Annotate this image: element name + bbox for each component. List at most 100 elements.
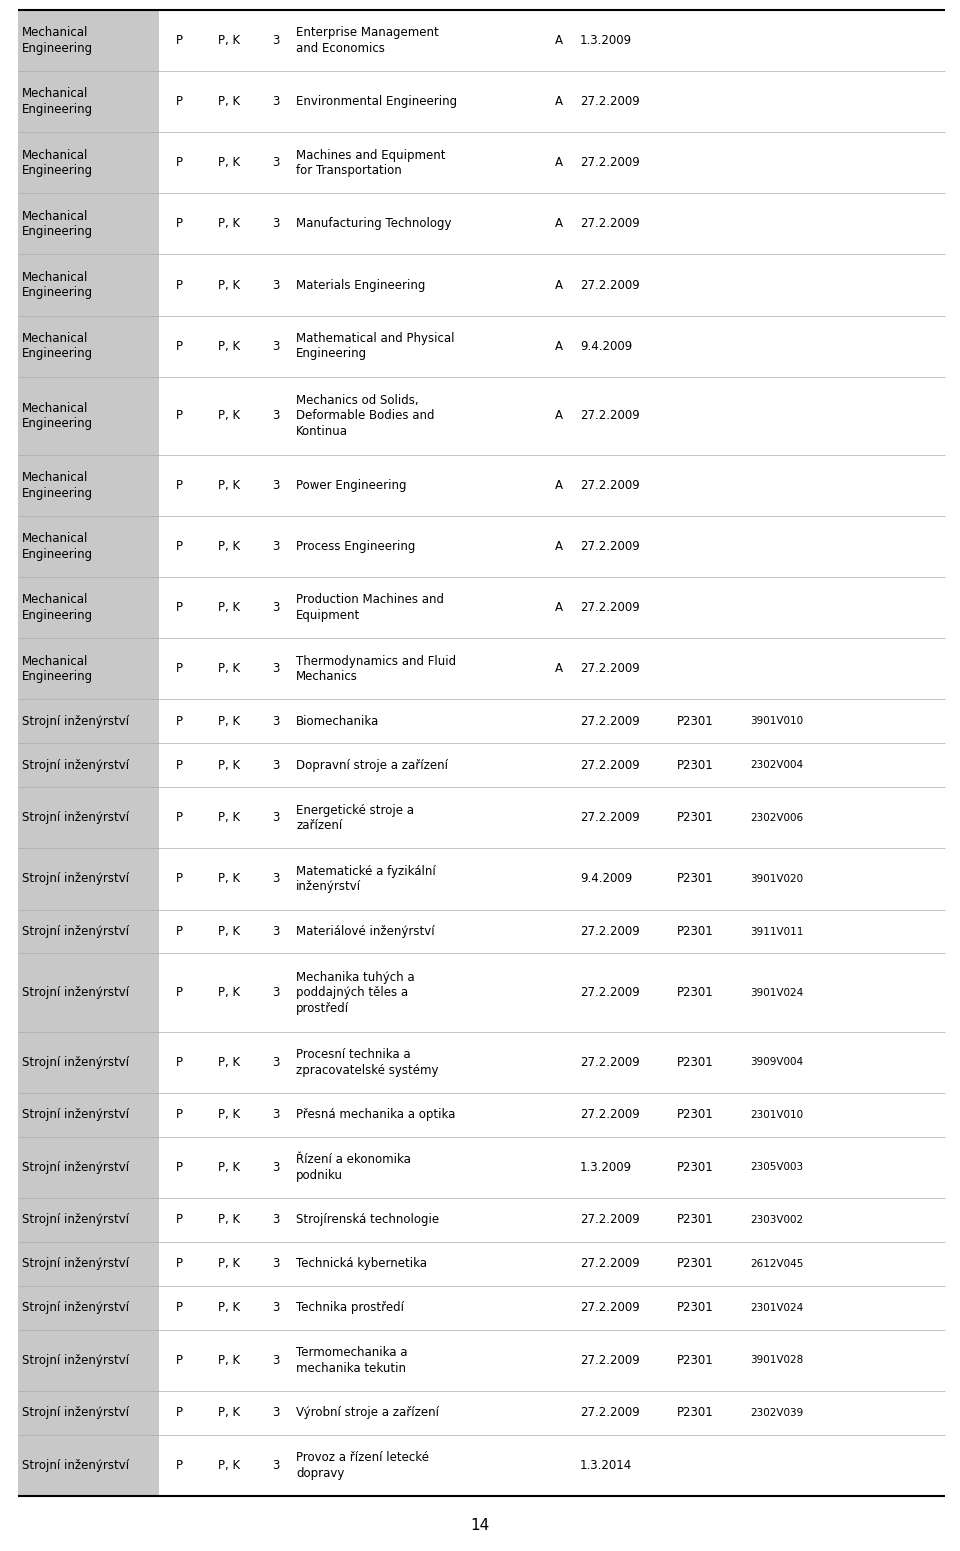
Text: P, K: P, K: [218, 924, 240, 938]
Text: P, K: P, K: [218, 1459, 240, 1472]
Text: Process Engineering: Process Engineering: [297, 540, 416, 554]
Text: Mechanical
Engineering: Mechanical Engineering: [22, 26, 93, 54]
Bar: [18, 9, 159, 71]
Text: A: A: [556, 409, 564, 422]
Text: P: P: [176, 986, 182, 999]
Text: Biomechanika: Biomechanika: [297, 715, 379, 727]
Text: Mathematical and Physical
Engineering: Mathematical and Physical Engineering: [297, 332, 455, 360]
Text: Strojní inženýrství: Strojní inženýrství: [22, 1160, 130, 1174]
Text: 27.2.2009: 27.2.2009: [580, 1301, 639, 1314]
Text: 2303V002: 2303V002: [751, 1214, 804, 1225]
Text: P2301: P2301: [677, 1160, 713, 1174]
Bar: [18, 132, 159, 194]
Text: P2301: P2301: [677, 924, 713, 938]
Bar: [18, 700, 159, 743]
Text: 3: 3: [272, 986, 279, 999]
Bar: [18, 1031, 159, 1093]
Bar: [18, 516, 159, 577]
Text: Strojní inženýrství: Strojní inženýrství: [22, 1109, 130, 1121]
Text: P, K: P, K: [218, 1258, 240, 1270]
Text: Strojní inženýrství: Strojní inženýrství: [22, 924, 130, 938]
Text: P, K: P, K: [218, 873, 240, 886]
Text: 2302V006: 2302V006: [751, 813, 804, 824]
Text: A: A: [556, 540, 564, 554]
Text: P: P: [176, 34, 182, 47]
Text: 3: 3: [272, 1301, 279, 1314]
Text: P, K: P, K: [218, 157, 240, 169]
Text: Strojírenská technologie: Strojírenská technologie: [297, 1213, 440, 1227]
Bar: [18, 954, 159, 1031]
Text: Materials Engineering: Materials Engineering: [297, 279, 425, 292]
Text: 9.4.2009: 9.4.2009: [580, 873, 633, 886]
Text: 3: 3: [272, 340, 279, 352]
Bar: [18, 1093, 159, 1137]
Text: 3: 3: [272, 540, 279, 554]
Text: Provoz a řízení letecké
dopravy: Provoz a řízení letecké dopravy: [297, 1452, 429, 1480]
Text: 3: 3: [272, 1109, 279, 1121]
Text: P, K: P, K: [218, 1056, 240, 1069]
Text: P2301: P2301: [677, 1301, 713, 1314]
Text: 27.2.2009: 27.2.2009: [580, 758, 639, 772]
Text: P, K: P, K: [218, 279, 240, 292]
Text: 27.2.2009: 27.2.2009: [580, 95, 639, 109]
Bar: [18, 848, 159, 909]
Bar: [18, 194, 159, 254]
Text: P: P: [176, 758, 182, 772]
Text: Mechanical
Engineering: Mechanical Engineering: [22, 532, 93, 561]
Text: P, K: P, K: [218, 715, 240, 727]
Text: A: A: [556, 662, 564, 675]
Text: P2301: P2301: [677, 873, 713, 886]
Text: Technická kybernetika: Technická kybernetika: [297, 1258, 427, 1270]
Text: P, K: P, K: [218, 662, 240, 675]
Text: Power Engineering: Power Engineering: [297, 479, 407, 492]
Text: P: P: [176, 1407, 182, 1419]
Text: 3: 3: [272, 811, 279, 825]
Text: P, K: P, K: [218, 1354, 240, 1366]
Text: 3: 3: [272, 1459, 279, 1472]
Text: 27.2.2009: 27.2.2009: [580, 409, 639, 422]
Text: Mechanical
Engineering: Mechanical Engineering: [22, 209, 93, 239]
Text: P, K: P, K: [218, 409, 240, 422]
Text: Mechanical
Engineering: Mechanical Engineering: [22, 271, 93, 299]
Text: Production Machines and
Equipment: Production Machines and Equipment: [297, 594, 444, 622]
Text: 3901V028: 3901V028: [751, 1356, 804, 1365]
Text: P: P: [176, 157, 182, 169]
Text: 27.2.2009: 27.2.2009: [580, 217, 639, 231]
Text: P: P: [176, 662, 182, 675]
Bar: [18, 1242, 159, 1286]
Bar: [18, 639, 159, 700]
Text: P2301: P2301: [677, 1407, 713, 1419]
Text: P2301: P2301: [677, 811, 713, 825]
Text: Materiálové inženýrství: Materiálové inženýrství: [297, 924, 435, 938]
Text: P, K: P, K: [218, 811, 240, 825]
Text: Strojní inženýrství: Strojní inženýrství: [22, 1407, 130, 1419]
Text: A: A: [556, 217, 564, 231]
Text: P2301: P2301: [677, 1213, 713, 1227]
Text: Manufacturing Technology: Manufacturing Technology: [297, 217, 452, 231]
Text: Mechanical
Engineering: Mechanical Engineering: [22, 149, 93, 177]
Text: P: P: [176, 1258, 182, 1270]
Text: P, K: P, K: [218, 540, 240, 554]
Text: Strojní inženýrství: Strojní inženýrství: [22, 715, 130, 727]
Text: 27.2.2009: 27.2.2009: [580, 715, 639, 727]
Text: Mechanical
Engineering: Mechanical Engineering: [22, 594, 93, 622]
Text: Matematické a fyzikální
inženýrství: Matematické a fyzikální inženýrství: [297, 865, 436, 893]
Text: Strojní inženýrství: Strojní inženýrství: [22, 1213, 130, 1227]
Text: A: A: [556, 340, 564, 352]
Text: A: A: [556, 602, 564, 614]
Text: A: A: [556, 279, 564, 292]
Text: 14: 14: [470, 1518, 490, 1534]
Text: 27.2.2009: 27.2.2009: [580, 1213, 639, 1227]
Text: P: P: [176, 1301, 182, 1314]
Text: Strojní inženýrství: Strojní inženýrství: [22, 986, 130, 999]
Text: Technika prostředí: Technika prostředí: [297, 1301, 404, 1314]
Text: 27.2.2009: 27.2.2009: [580, 1109, 639, 1121]
Text: P: P: [176, 811, 182, 825]
Text: 3901V020: 3901V020: [751, 873, 804, 884]
Text: 27.2.2009: 27.2.2009: [580, 1354, 639, 1366]
Text: 2612V045: 2612V045: [751, 1259, 804, 1269]
Text: 27.2.2009: 27.2.2009: [580, 157, 639, 169]
Bar: [18, 1286, 159, 1329]
Text: P: P: [176, 479, 182, 492]
Bar: [18, 71, 159, 132]
